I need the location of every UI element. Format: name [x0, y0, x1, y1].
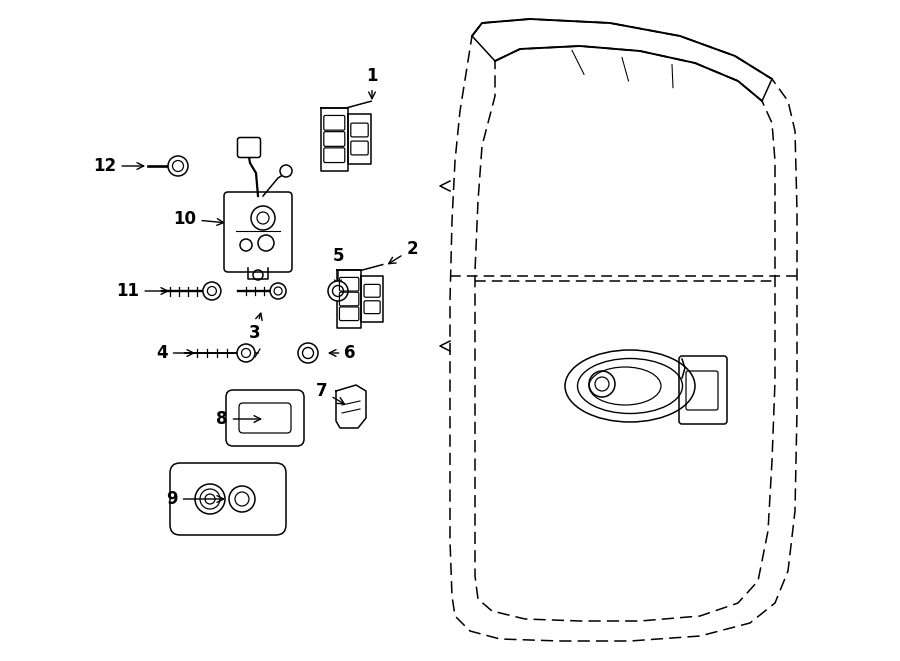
- FancyBboxPatch shape: [238, 137, 260, 157]
- Text: 1: 1: [366, 67, 378, 98]
- FancyBboxPatch shape: [170, 463, 286, 535]
- FancyBboxPatch shape: [224, 192, 292, 272]
- Circle shape: [298, 343, 318, 363]
- Circle shape: [202, 282, 220, 300]
- Circle shape: [270, 283, 286, 299]
- FancyBboxPatch shape: [226, 390, 304, 446]
- Text: 4: 4: [157, 344, 194, 362]
- Circle shape: [168, 156, 188, 176]
- Circle shape: [280, 165, 292, 177]
- Text: 9: 9: [166, 490, 224, 508]
- Text: 10: 10: [174, 210, 224, 228]
- Circle shape: [237, 344, 255, 362]
- Text: 5: 5: [332, 247, 344, 287]
- Text: 3: 3: [249, 313, 262, 342]
- Polygon shape: [336, 385, 366, 428]
- Text: 11: 11: [116, 282, 167, 300]
- Text: 6: 6: [329, 344, 356, 362]
- Text: 8: 8: [216, 410, 261, 428]
- Text: 2: 2: [389, 240, 418, 264]
- Circle shape: [328, 281, 348, 301]
- Text: 7: 7: [316, 382, 344, 404]
- Text: 12: 12: [94, 157, 144, 175]
